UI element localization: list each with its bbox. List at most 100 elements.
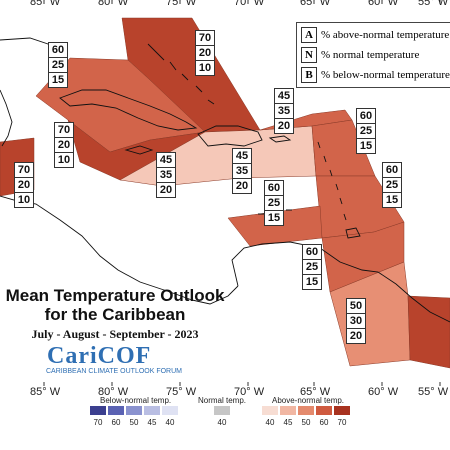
prob-normal: 30 (347, 313, 365, 328)
prob-above: 60 (385, 164, 399, 176)
forecast-box: 45 35 20 (156, 152, 176, 198)
prob-normal: 20 (15, 177, 33, 192)
forecast-box: 60 25 15 (382, 162, 402, 208)
lon-label-bottom: 65° W (300, 386, 331, 398)
probability-key: A % above-normal temperature N % normal te… (296, 22, 450, 88)
forecast-box: 60 25 15 (264, 180, 284, 226)
zone-guianas-east (407, 295, 450, 369)
coast-south-america (231, 241, 450, 323)
key-text: % above-normal temperature (321, 29, 450, 41)
legend-normal-label: Normal temp. (198, 396, 247, 405)
legend-value: 50 (129, 418, 139, 427)
prob-normal: 25 (49, 57, 67, 72)
outlook-period: July - August - September - 2023 (31, 327, 199, 341)
lon-label-bottom: 55° W (418, 386, 449, 398)
prob-above: 70 (17, 164, 31, 176)
legend-swatch-below (126, 406, 142, 415)
key-letter: N (301, 47, 317, 63)
key-row-normal: N % normal temperature (301, 47, 419, 63)
legend-value: 40 (165, 418, 175, 427)
coast-cuba (59, 89, 198, 131)
prob-normal: 35 (275, 103, 293, 118)
legend-value: 45 (283, 418, 293, 427)
lon-label-top: 75° W (166, 0, 197, 8)
lon-label-bottom: 60° W (368, 386, 399, 398)
lon-label-top: 55° W (418, 0, 449, 8)
forecast-box: 50 30 20 (346, 298, 366, 344)
legend-value: 45 (147, 418, 157, 427)
lon-label-bottom: 70° W (234, 386, 265, 398)
title-line-1: Mean Temperature Outlook (5, 286, 225, 305)
key-row-above: A % above-normal temperature (301, 27, 449, 43)
legend-swatch-normal (214, 406, 230, 415)
outlook-title-block: Mean Temperature Outlook for the Caribbe… (0, 286, 230, 342)
forecast-box: 70 20 10 (195, 30, 215, 76)
key-letter: B (301, 67, 317, 83)
legend-swatch-above (262, 406, 278, 415)
forecast-box: 60 25 15 (302, 244, 322, 290)
forecast-box: 70 20 10 (54, 122, 74, 168)
coast-panama (191, 285, 239, 305)
prob-above: 60 (305, 246, 319, 258)
legend-swatch-below (108, 406, 124, 415)
legend-value: 40 (217, 418, 227, 427)
prob-below: 20 (275, 118, 293, 133)
legend-swatch-below (90, 406, 106, 415)
prob-above: 45 (159, 154, 173, 166)
legend-below-label: Below-normal temp. (100, 396, 172, 405)
prob-below: 20 (347, 328, 365, 343)
prob-below: 15 (383, 192, 401, 207)
forecast-box: 60 25 15 (48, 42, 68, 88)
prob-normal: 20 (196, 45, 214, 60)
lon-label-bottom: 75° W (166, 386, 197, 398)
legend-value: 70 (93, 418, 103, 427)
key-text: % below-normal temperature (321, 69, 450, 81)
coast-lesser-antilles (317, 141, 347, 221)
legend-above-label: Above-normal temp. (272, 396, 345, 405)
lon-label-top: 80° W (98, 0, 129, 8)
prob-below: 15 (357, 138, 375, 153)
forecast-box: 70 20 10 (14, 162, 34, 208)
legend-swatch-above (316, 406, 332, 415)
prob-below: 20 (157, 182, 175, 197)
prob-normal: 25 (357, 123, 375, 138)
legend-value: 40 (265, 418, 275, 427)
prob-normal: 35 (157, 167, 175, 182)
lon-label-top: 60° W (368, 0, 399, 8)
prob-normal: 35 (233, 163, 251, 178)
prob-above: 70 (57, 124, 71, 136)
legend-swatch-above (280, 406, 296, 415)
forecast-box: 45 35 20 (274, 88, 294, 134)
coast-jamaica (124, 145, 154, 155)
legend-swatch-above (298, 406, 314, 415)
prob-below: 15 (265, 210, 283, 225)
lon-label-top: 85° W (30, 0, 61, 8)
prob-normal: 25 (303, 259, 321, 274)
prob-below: 15 (49, 72, 67, 87)
coast-hispaniola (197, 125, 263, 147)
prob-normal: 25 (265, 195, 283, 210)
prob-above: 60 (359, 110, 373, 122)
key-row-below: B % below-normal temperature (301, 67, 450, 83)
lon-label-bottom: 80° W (98, 386, 129, 398)
legend-value: 60 (319, 418, 329, 427)
graticule-ticks (43, 0, 441, 386)
lon-label-bottom: 85° W (30, 386, 61, 398)
lon-label-top: 65° W (300, 0, 331, 8)
prob-below: 15 (303, 274, 321, 289)
legend-value: 50 (301, 418, 311, 427)
legend-swatch-below (162, 406, 178, 415)
coast-bahamas (147, 43, 215, 105)
caricof-logo-subtitle: CARIBBEAN CLIMATE OUTLOOK FORUM (46, 368, 182, 375)
forecast-box: 60 25 15 (356, 108, 376, 154)
coast-yucatan (0, 89, 13, 147)
legend-swatch-below (144, 406, 160, 415)
lon-label-top: 70° W (234, 0, 265, 8)
prob-below: 10 (55, 152, 73, 167)
prob-below: 10 (196, 60, 214, 75)
legend-value: 60 (111, 418, 121, 427)
prob-normal: 20 (55, 137, 73, 152)
coast-puerto-rico (268, 135, 292, 143)
prob-above: 70 (198, 32, 212, 44)
prob-above: 45 (235, 150, 249, 162)
